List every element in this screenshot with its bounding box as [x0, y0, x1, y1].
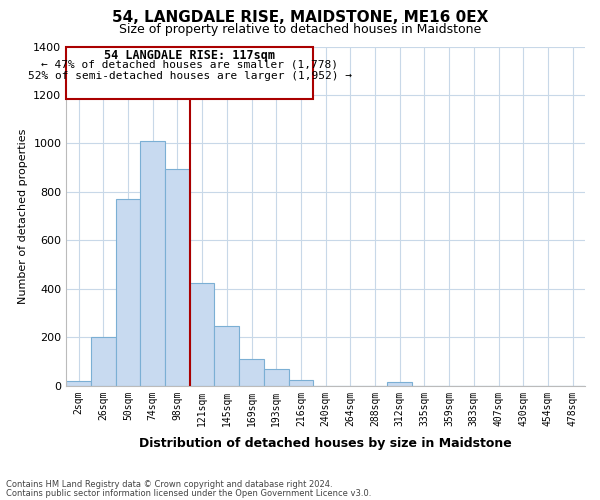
- Text: Contains HM Land Registry data © Crown copyright and database right 2024.: Contains HM Land Registry data © Crown c…: [6, 480, 332, 489]
- Bar: [190, 283, 214, 386]
- X-axis label: Distribution of detached houses by size in Maidstone: Distribution of detached houses by size …: [139, 437, 512, 450]
- Bar: [116, 199, 140, 386]
- Bar: [264, 370, 289, 386]
- Bar: [214, 326, 239, 386]
- FancyBboxPatch shape: [66, 46, 313, 98]
- Bar: [91, 338, 116, 386]
- Bar: [388, 382, 412, 386]
- Text: Contains public sector information licensed under the Open Government Licence v3: Contains public sector information licen…: [6, 488, 371, 498]
- Text: 54 LANGDALE RISE: 117sqm: 54 LANGDALE RISE: 117sqm: [104, 49, 275, 62]
- Bar: [66, 381, 91, 386]
- Bar: [165, 169, 190, 386]
- Text: 54, LANGDALE RISE, MAIDSTONE, ME16 0EX: 54, LANGDALE RISE, MAIDSTONE, ME16 0EX: [112, 10, 488, 25]
- Text: 52% of semi-detached houses are larger (1,952) →: 52% of semi-detached houses are larger (…: [28, 70, 352, 81]
- Text: ← 47% of detached houses are smaller (1,778): ← 47% of detached houses are smaller (1,…: [41, 60, 338, 70]
- Bar: [289, 380, 313, 386]
- Text: Size of property relative to detached houses in Maidstone: Size of property relative to detached ho…: [119, 22, 481, 36]
- Bar: [239, 358, 264, 386]
- Y-axis label: Number of detached properties: Number of detached properties: [18, 128, 28, 304]
- Bar: [140, 141, 165, 386]
